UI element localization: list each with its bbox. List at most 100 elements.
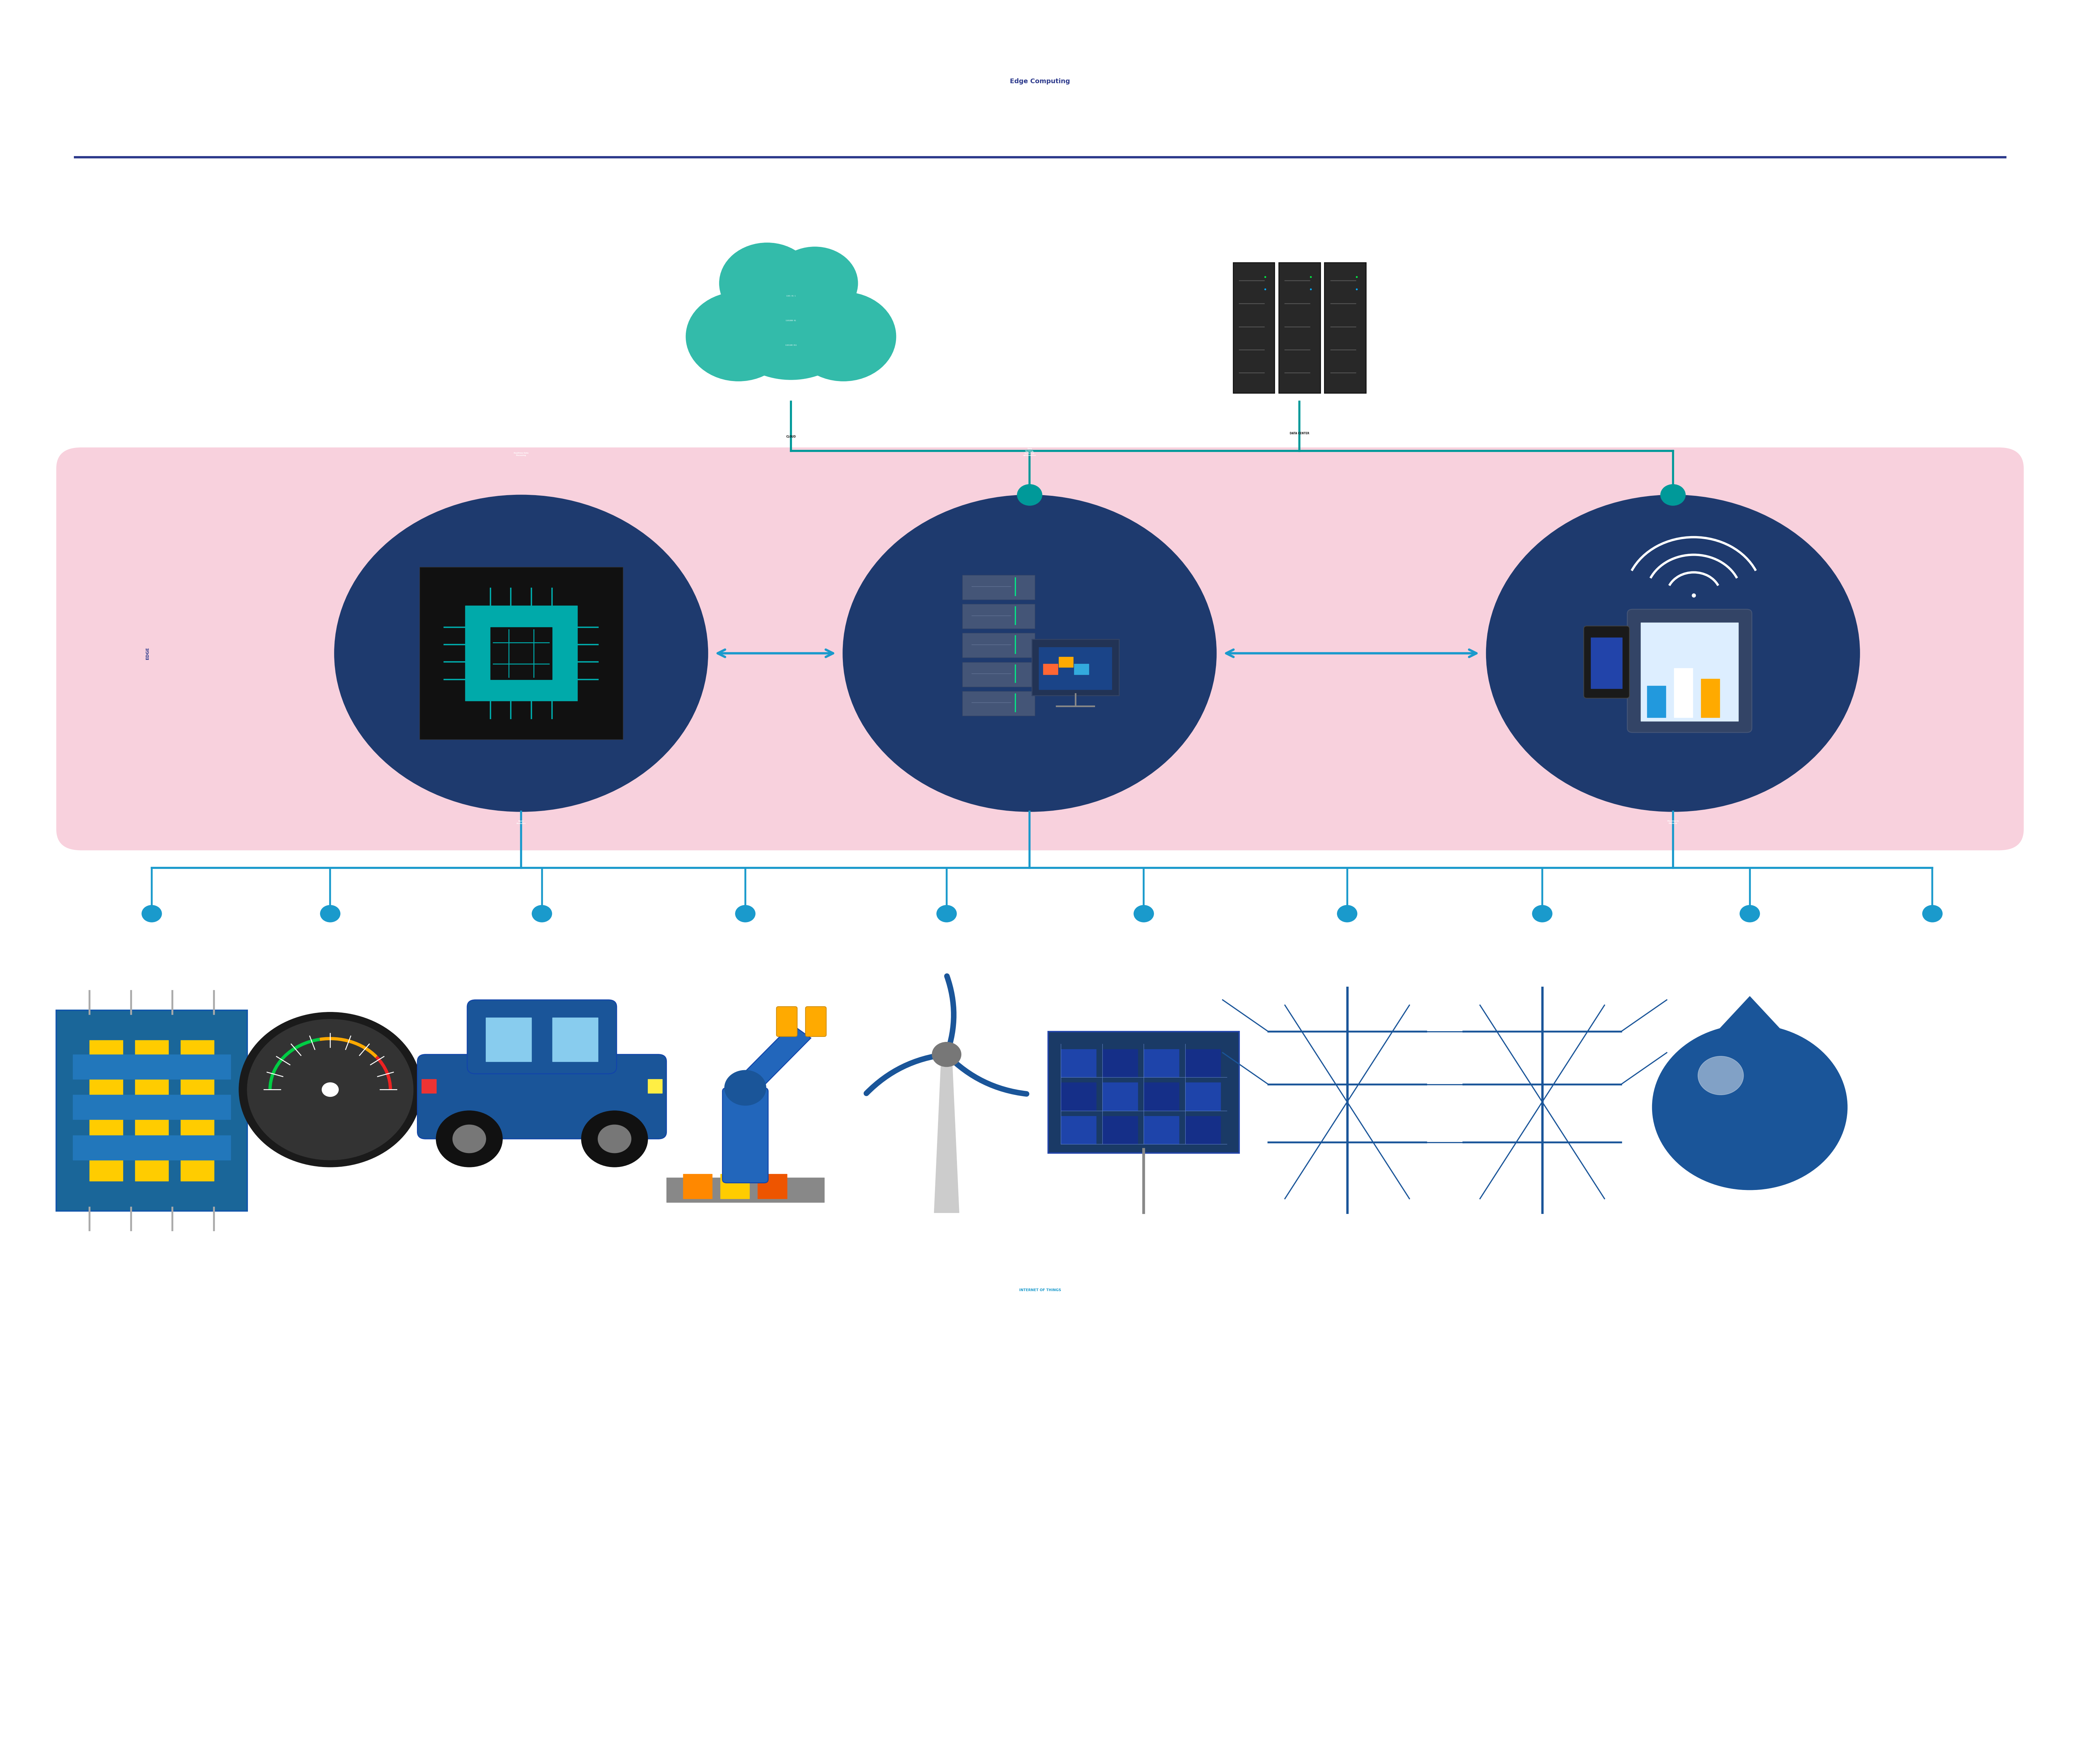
Bar: [466, 605, 576, 700]
Text: INTERNET OF THINGS: INTERNET OF THINGS: [1019, 1288, 1061, 1291]
Bar: [1144, 1117, 1179, 1145]
Text: Data
Caching,
buffering,
optimization: Data Caching, buffering, optimization: [1023, 448, 1036, 457]
Text: EDGE: EDGE: [146, 647, 150, 660]
Bar: [647, 1080, 661, 1094]
Bar: [716, 328, 867, 372]
FancyBboxPatch shape: [963, 691, 1036, 716]
Bar: [487, 1018, 532, 1062]
Bar: [553, 1018, 597, 1062]
FancyArrowPatch shape: [718, 649, 834, 656]
Circle shape: [932, 1043, 961, 1067]
Bar: [1061, 1083, 1096, 1111]
Circle shape: [1533, 905, 1552, 923]
Circle shape: [437, 1111, 503, 1168]
Text: Machine to
Machine: Machine to Machine: [1668, 820, 1679, 824]
Circle shape: [936, 905, 957, 923]
FancyBboxPatch shape: [1233, 263, 1275, 393]
Bar: [1647, 686, 1666, 718]
Circle shape: [1017, 485, 1042, 506]
FancyBboxPatch shape: [468, 1000, 616, 1074]
FancyBboxPatch shape: [1048, 1032, 1240, 1154]
Bar: [1144, 1083, 1179, 1111]
FancyBboxPatch shape: [420, 566, 622, 739]
Bar: [1102, 1083, 1138, 1111]
Bar: [1040, 647, 1111, 690]
FancyArrowPatch shape: [1225, 649, 1477, 656]
Text: Basic
Analytics: Basic Analytics: [516, 820, 526, 824]
Bar: [1061, 1117, 1096, 1145]
FancyBboxPatch shape: [1627, 609, 1751, 732]
Circle shape: [1652, 1025, 1847, 1191]
Circle shape: [1487, 496, 1860, 811]
Bar: [1186, 1117, 1221, 1145]
Bar: [682, 1175, 711, 1200]
Bar: [73, 1095, 231, 1120]
Bar: [89, 1041, 123, 1182]
Bar: [422, 1080, 437, 1094]
Circle shape: [532, 905, 551, 923]
Bar: [73, 1136, 231, 1161]
Circle shape: [736, 905, 755, 923]
Bar: [135, 1041, 168, 1182]
FancyBboxPatch shape: [776, 1007, 797, 1037]
Bar: [1701, 679, 1720, 718]
Circle shape: [248, 1020, 414, 1161]
FancyBboxPatch shape: [963, 633, 1036, 658]
Bar: [1059, 656, 1073, 667]
Bar: [1674, 669, 1693, 718]
FancyBboxPatch shape: [56, 1011, 248, 1212]
Circle shape: [1697, 1057, 1743, 1095]
FancyBboxPatch shape: [1279, 263, 1321, 393]
Circle shape: [141, 905, 162, 923]
Circle shape: [453, 1125, 487, 1154]
Polygon shape: [934, 1055, 959, 1214]
Bar: [1061, 1050, 1096, 1078]
Circle shape: [936, 1046, 957, 1064]
Circle shape: [1739, 905, 1760, 923]
Circle shape: [335, 496, 707, 811]
Circle shape: [790, 293, 896, 381]
Bar: [181, 1041, 214, 1182]
Bar: [1042, 663, 1057, 674]
FancyBboxPatch shape: [1583, 626, 1629, 699]
Circle shape: [1337, 905, 1356, 923]
FancyBboxPatch shape: [805, 1007, 826, 1037]
Bar: [720, 1175, 749, 1200]
FancyBboxPatch shape: [963, 575, 1036, 600]
Circle shape: [1134, 905, 1154, 923]
FancyBboxPatch shape: [963, 662, 1036, 686]
Circle shape: [1922, 905, 1943, 923]
Bar: [1186, 1050, 1221, 1078]
Bar: [1144, 1050, 1179, 1078]
Bar: [1073, 663, 1088, 674]
Circle shape: [720, 258, 863, 379]
FancyBboxPatch shape: [963, 603, 1036, 628]
FancyBboxPatch shape: [722, 1088, 768, 1184]
Text: DATA CENTER: DATA CENTER: [1290, 432, 1308, 436]
Polygon shape: [1718, 997, 1780, 1030]
Text: Edge Computing: Edge Computing: [1011, 78, 1069, 85]
Bar: [1186, 1083, 1221, 1111]
Circle shape: [686, 293, 790, 381]
FancyBboxPatch shape: [56, 448, 2024, 850]
Circle shape: [724, 1071, 765, 1106]
Circle shape: [322, 1083, 339, 1097]
Circle shape: [1660, 485, 1685, 506]
Polygon shape: [736, 1025, 811, 1095]
FancyBboxPatch shape: [1325, 263, 1367, 393]
Bar: [757, 1175, 786, 1200]
Circle shape: [580, 1111, 647, 1168]
Bar: [666, 1178, 824, 1203]
Text: Realtime Data
Procesing: Realtime Data Procesing: [514, 452, 528, 457]
Bar: [1641, 623, 1739, 721]
Bar: [1591, 637, 1622, 688]
Bar: [1102, 1050, 1138, 1078]
Text: CLOUD: CLOUD: [786, 436, 797, 439]
FancyBboxPatch shape: [418, 1055, 666, 1140]
Circle shape: [842, 496, 1217, 811]
Circle shape: [772, 247, 857, 319]
Bar: [491, 628, 551, 679]
Bar: [73, 1055, 231, 1080]
Circle shape: [597, 1125, 630, 1154]
Circle shape: [320, 905, 341, 923]
